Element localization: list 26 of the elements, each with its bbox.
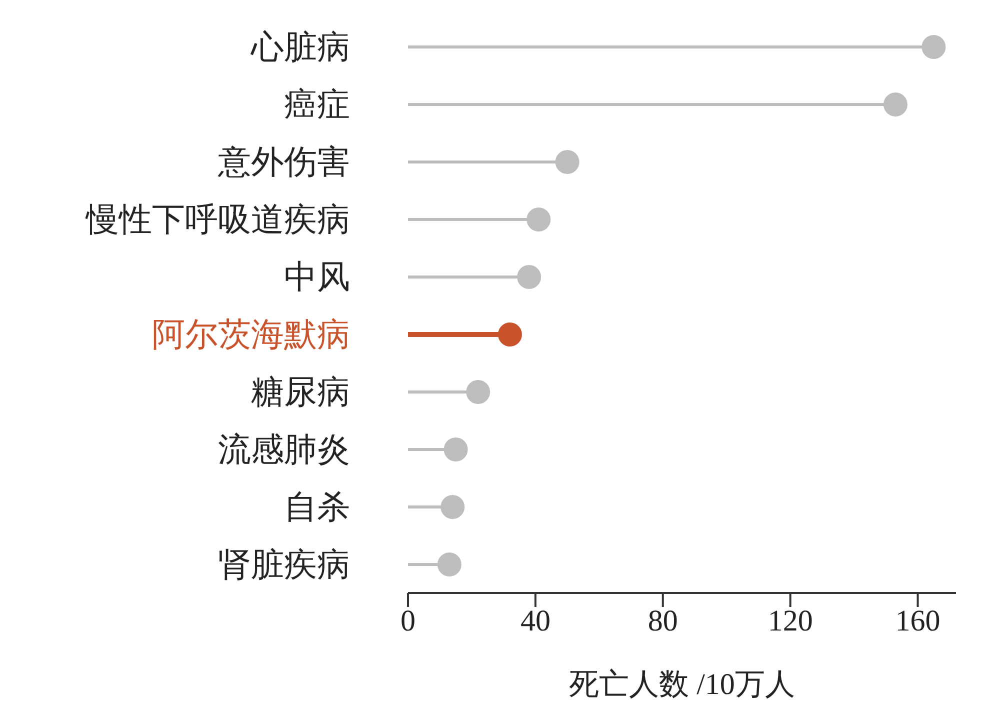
y-tick-label: 意外伤害 <box>217 142 350 181</box>
y-tick-label: 阿尔茨海默病 <box>152 314 350 354</box>
point <box>517 265 542 289</box>
y-tick-label: 慢性下呼吸道疾病 <box>85 199 350 238</box>
y-tick-label: 流感肺炎 <box>218 429 350 468</box>
point <box>466 380 490 404</box>
y-tick-label: 糖尿病 <box>251 372 350 411</box>
y-tick-label: 肾脏疾病 <box>218 544 350 584</box>
point <box>883 92 908 116</box>
x-tick-label: 0 <box>400 604 416 638</box>
point <box>555 150 580 174</box>
y-tick-label: 自杀 <box>284 486 350 526</box>
point <box>444 438 468 462</box>
point <box>922 35 946 59</box>
point <box>440 495 465 519</box>
point <box>526 208 551 232</box>
x-tick-label: 160 <box>895 604 940 638</box>
x-axis-title: 死亡人数 /10万人 <box>569 668 795 701</box>
point <box>437 552 462 576</box>
y-tick-label: 癌症 <box>284 84 350 124</box>
x-tick-label: 80 <box>648 604 678 638</box>
y-tick-label: 中风 <box>284 256 350 296</box>
x-tick-label: 120 <box>768 604 813 638</box>
x-tick-label: 40 <box>520 604 550 638</box>
y-tick-label: 心脏病 <box>250 26 350 66</box>
point <box>498 322 522 346</box>
